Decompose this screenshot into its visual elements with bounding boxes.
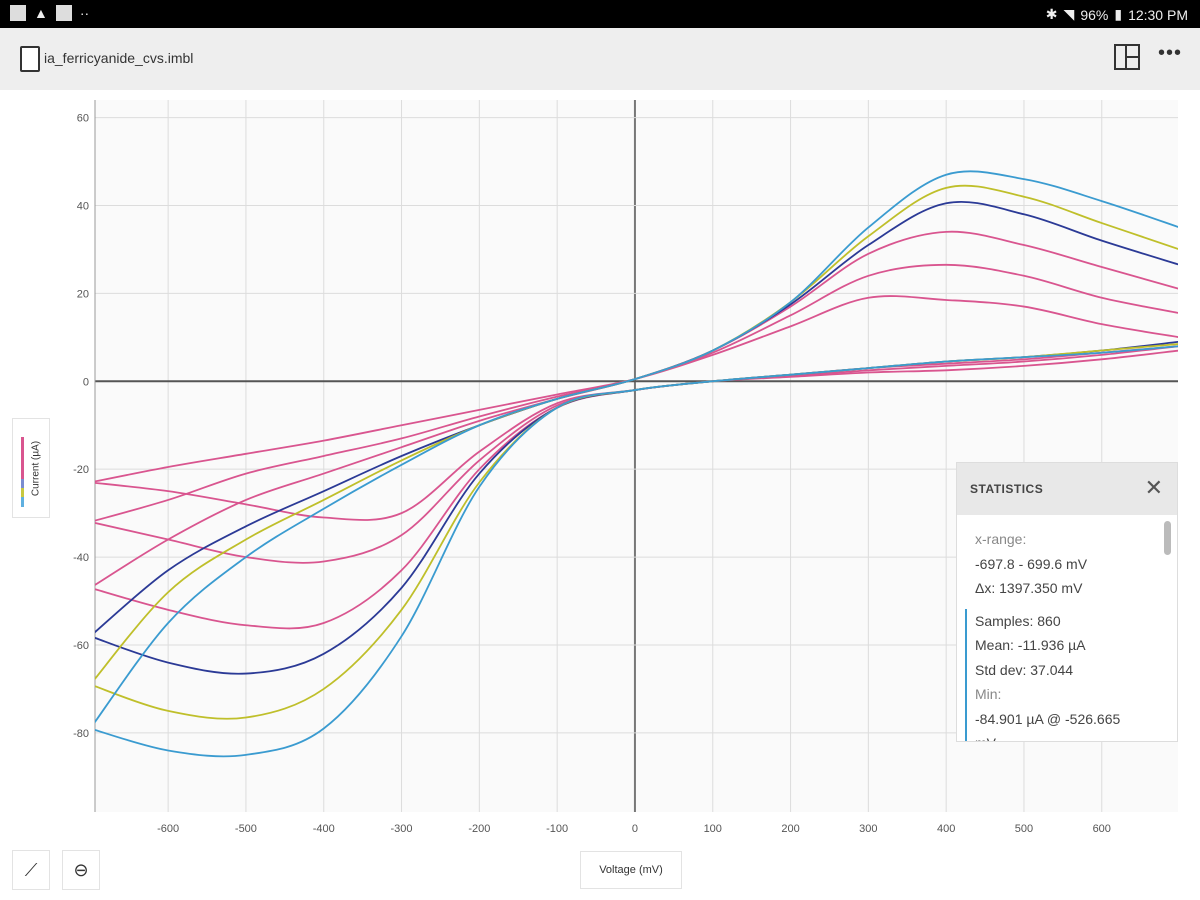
std-dev: Std dev: 37.044	[975, 661, 1074, 678]
x-tick-label: -100	[546, 823, 568, 835]
title-bar: ia_ferricyanide_cvs.imbl •••	[0, 28, 1200, 90]
mean: Mean: -11.936 µA	[975, 637, 1086, 653]
battery-icon: ▮	[1114, 6, 1123, 22]
y-axis-label: Current (µA)	[30, 440, 42, 497]
y-tick-label: -40	[73, 552, 89, 564]
wifi-icon: ◥	[1063, 6, 1075, 22]
close-icon[interactable]: ✕	[1144, 475, 1163, 500]
x-tick-label: 200	[781, 823, 799, 835]
y-tick-label: 40	[77, 200, 89, 212]
x-tick-label: -600	[157, 823, 179, 835]
status-bar: ▲ ·· ✱ ◥ 96% ▮ 12:30 PM	[0, 0, 1200, 28]
battery-percent: 96%	[1080, 6, 1109, 23]
min-label: Min:	[975, 686, 1002, 702]
warning-icon: ▲	[34, 5, 48, 21]
x-range-label: x-range:	[975, 531, 1027, 547]
samples: Samples: 860	[975, 612, 1061, 629]
chart-axes-icon: ⟋	[24, 860, 38, 880]
x-axis-label: Voltage (mV)	[599, 864, 663, 876]
x-tick-label: -400	[313, 823, 335, 835]
min-unit: mV	[975, 731, 1177, 741]
statistics-title: STATISTICS	[970, 482, 1044, 496]
scrollbar[interactable]	[1164, 521, 1171, 555]
y-tick-label: -80	[73, 728, 89, 740]
x-tick-label: -300	[391, 823, 413, 835]
y-tick-label: -60	[73, 640, 89, 652]
zoom-out-icon: ⊖	[73, 860, 89, 880]
photo-icon	[55, 5, 72, 21]
x-tick-label: 500	[1015, 823, 1033, 835]
bluetooth-icon: ✱	[1045, 6, 1058, 22]
zoom-out-button[interactable]: ⊖	[62, 850, 100, 890]
more-options-button[interactable]: •••	[1158, 42, 1183, 64]
x-tick-label: 0	[632, 823, 638, 835]
y-tick-label: 20	[77, 288, 89, 300]
statistics-panel: STATISTICS ✕ x-range: -697.8 - 699.6 mV …	[956, 462, 1178, 742]
series-stats: Samples: 860 Mean: -11.936 µA Std dev: 3…	[965, 608, 1177, 741]
file-icon	[20, 46, 40, 72]
min-value: -84.901 µA @ -526.665	[975, 710, 1121, 727]
y-tick-label: 60	[77, 113, 89, 125]
x-tick-label: 400	[937, 823, 955, 835]
series-color-legend	[21, 437, 24, 507]
y-axis-label-button[interactable]: Current (µA)	[12, 418, 50, 518]
x-range-value: -697.8 - 699.6 mV	[975, 555, 1088, 572]
x-tick-label: -200	[468, 823, 490, 835]
series-cv6-reverse	[95, 170, 1178, 724]
x-axis-label-button[interactable]: Voltage (mV)	[580, 851, 682, 889]
more-dots-icon: ··	[79, 5, 90, 21]
cv-chart[interactable]: -600 -500 -400 -300 -200 -100 0 100 200 300 400 500…	[0, 90, 1200, 850]
statistics-header: STATISTICS ✕	[957, 463, 1177, 515]
y-tick-label: -20	[73, 464, 89, 476]
layout-toggle-button[interactable]	[1114, 44, 1140, 70]
x-tick-label: 100	[704, 823, 722, 835]
clock: 12:30 PM	[1128, 6, 1188, 23]
axis-settings-button[interactable]: ⟋	[12, 850, 50, 890]
y-tick-label: 0	[83, 376, 89, 388]
delta-x: Δx: 1397.350 mV	[975, 580, 1083, 596]
screenshot-icon	[10, 5, 26, 21]
x-tick-label: 600	[1093, 823, 1111, 835]
x-tick-label: 300	[859, 823, 877, 835]
file-name: ia_ferricyanide_cvs.imbl	[44, 50, 194, 66]
x-tick-label: -500	[235, 823, 257, 835]
series-cv6-forward	[95, 345, 1178, 758]
